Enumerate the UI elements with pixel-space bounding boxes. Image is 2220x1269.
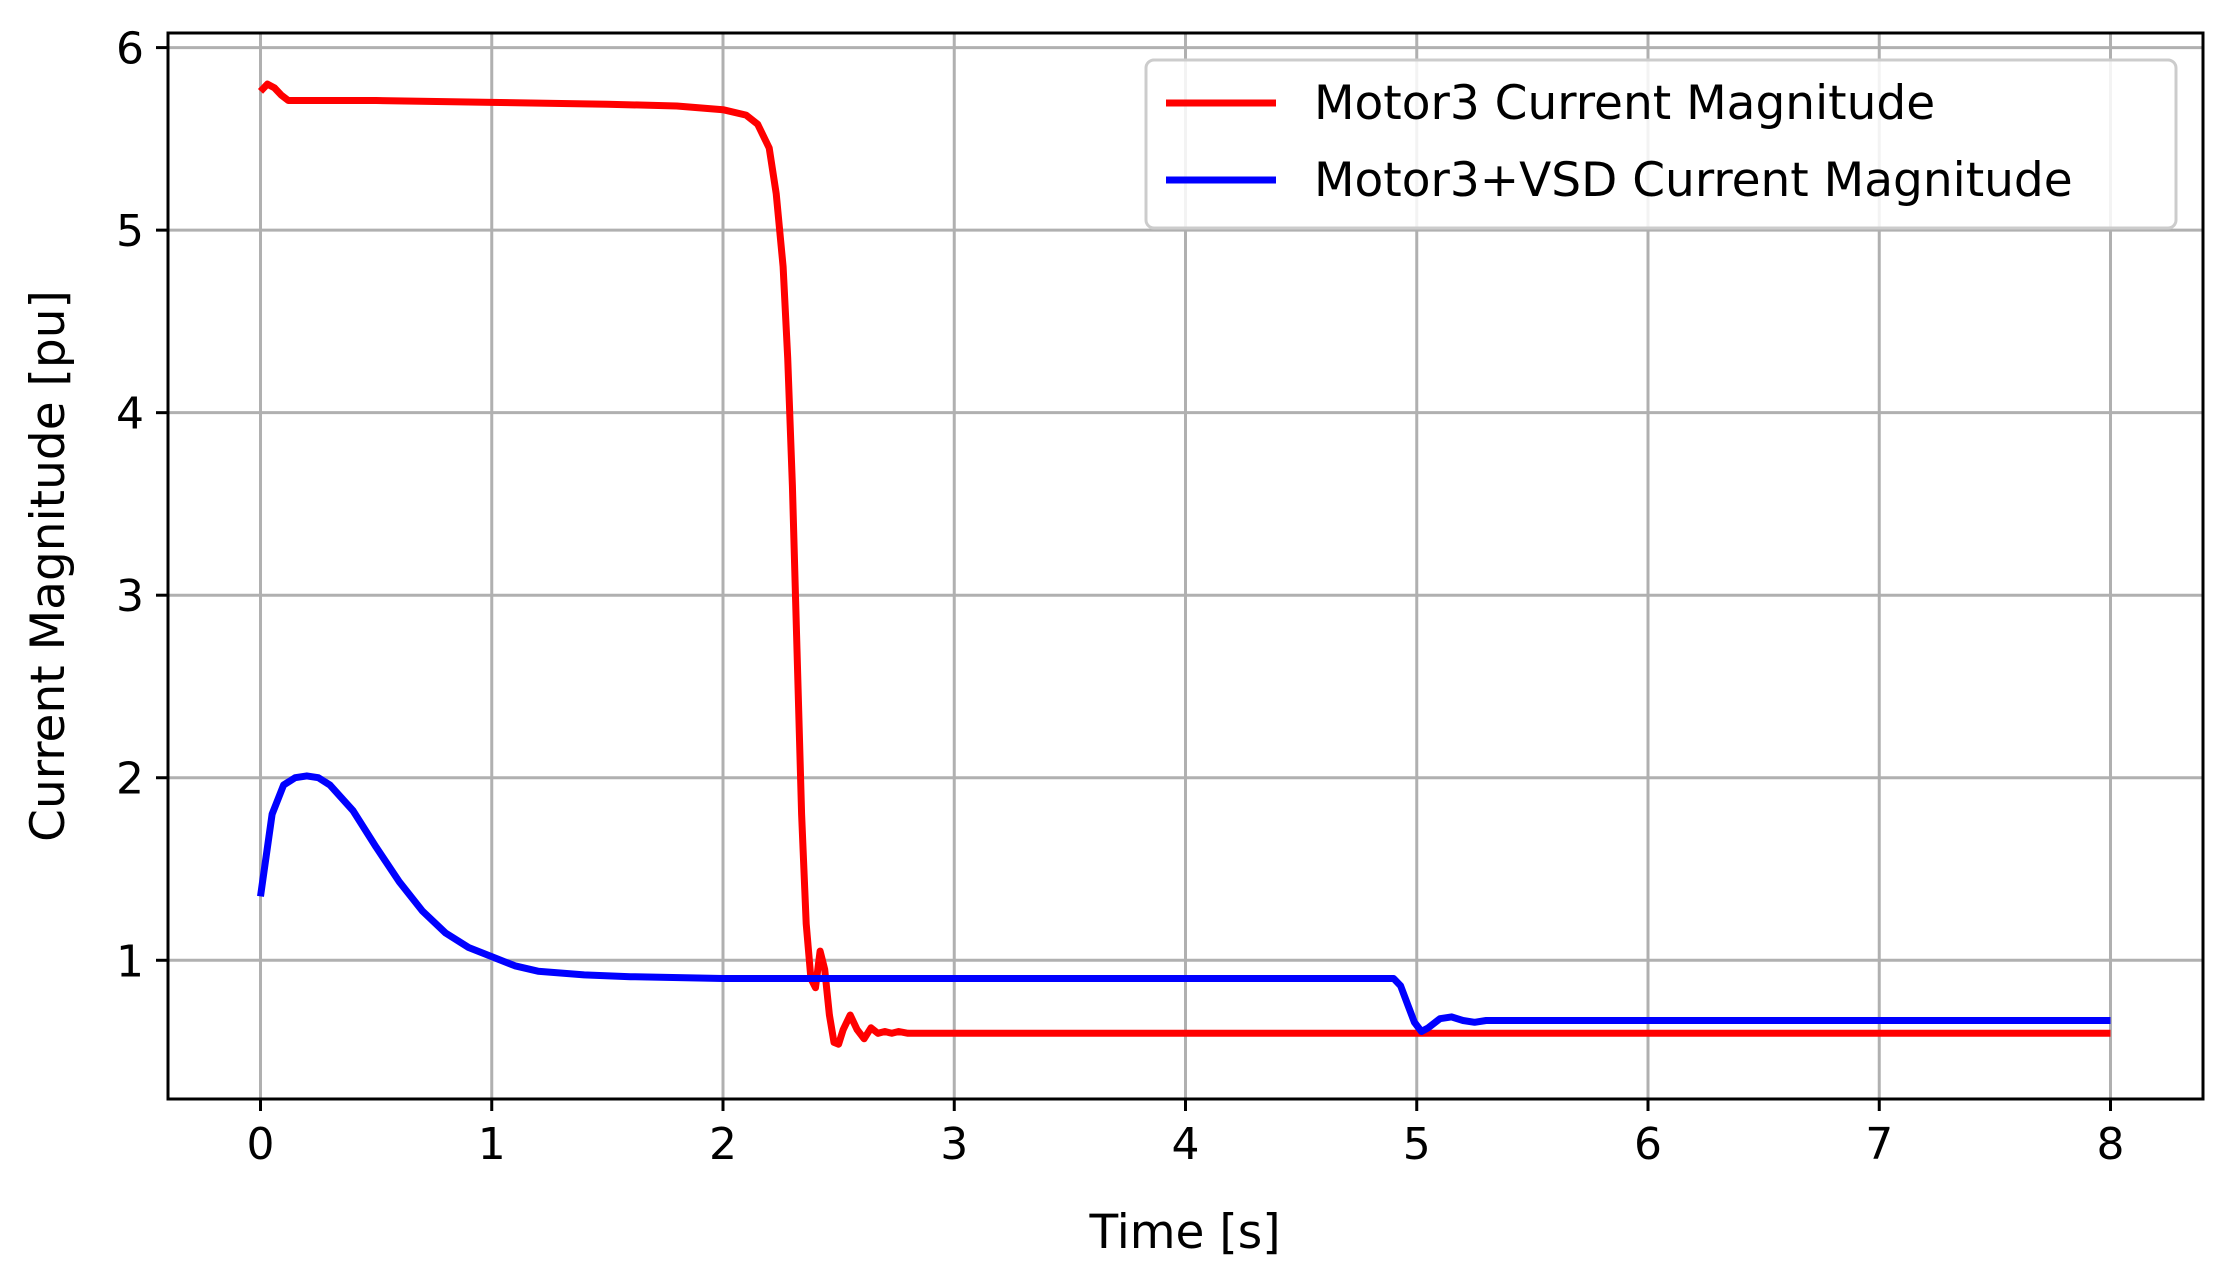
legend-box [1144,58,2178,230]
x-tick-label: 5 [1403,1119,1431,1170]
series-line-motor3-vsd [257,772,2111,1035]
x-tick-label: 2 [709,1119,737,1170]
y-tick-label: 6 [116,24,144,75]
series-group [257,80,2111,1048]
x-tick-label: 7 [1865,1119,1893,1170]
y-tick-label: 5 [116,206,144,257]
series-line-motor3 [257,80,2111,1048]
legend-label-motor3-vsd: Motor3+VSD Current Magnitude [1314,153,2073,208]
y-tick-label: 2 [116,754,144,805]
y-axis-label: Current Magnitude [pu] [21,290,76,842]
x-tick-label: 8 [2097,1119,2125,1170]
ticks: 0 1 2 3 4 5 6 7 8 1 2 3 4 5 6 [116,24,2125,1170]
x-tick-label: 1 [478,1119,506,1170]
legend: Motor3 Current Magnitude Motor3+VSD Curr… [1144,58,2178,230]
legend-label-motor3: Motor3 Current Magnitude [1314,76,1935,131]
y-tick-label: 4 [116,389,144,440]
x-tick-label: 4 [1172,1119,1200,1170]
x-tick-label: 3 [940,1119,968,1170]
y-tick-label: 3 [116,571,144,622]
x-axis-label: Time [s] [1088,1205,1280,1260]
x-tick-label: 6 [1634,1119,1662,1170]
y-tick-label: 1 [116,936,144,987]
x-tick-label: 0 [247,1119,275,1170]
